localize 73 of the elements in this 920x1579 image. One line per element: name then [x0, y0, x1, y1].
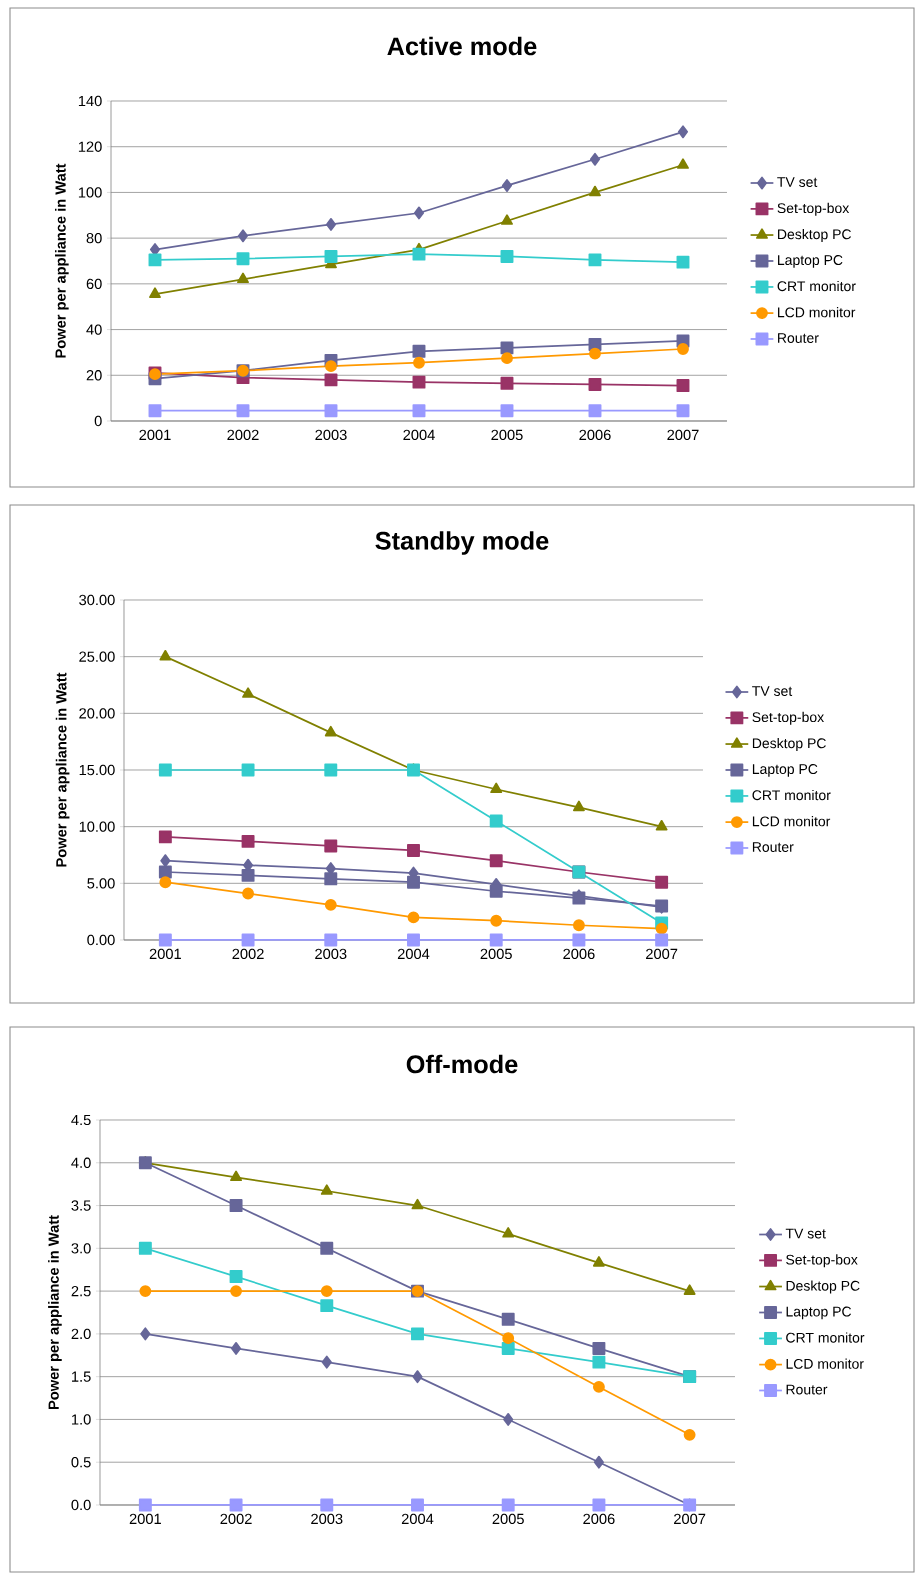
x-tick-label: 2001 [139, 429, 171, 441]
legend-label: Laptop PC [778, 255, 843, 268]
legend-label: LCD monitor [752, 816, 831, 827]
x-tick-label: 2007 [646, 948, 678, 960]
x-tick-label: 2007 [667, 429, 699, 441]
legend-label: Router [786, 1384, 828, 1395]
x-tick-label: 2002 [232, 948, 264, 960]
x-tick-label: 2004 [397, 948, 430, 960]
legend-label: Desktop PC [752, 737, 826, 752]
y-tick-label: 1.5 [72, 1371, 91, 1382]
y-tick-label: 5.00 [87, 878, 115, 889]
y-axis-title: Power per appliance in Watt [55, 163, 69, 358]
legend-label: Desktop PC [786, 1280, 860, 1294]
x-tick-label: 2006 [579, 429, 611, 441]
y-tick-label: 2.5 [71, 1285, 91, 1297]
y-tick-label: 15.00 [79, 764, 115, 776]
y-tick-label: 25.00 [79, 651, 115, 662]
legend-label: TV set [777, 177, 818, 187]
y-tick-label: 0.0 [71, 1499, 91, 1511]
legend-label: TV set [785, 1228, 826, 1239]
legend-label: Router [778, 333, 819, 343]
y-tick-label: 120 [78, 141, 102, 152]
y-tick-label: 1.0 [72, 1414, 91, 1425]
chart-title: Off-mode [406, 1054, 518, 1074]
x-tick-label: 2007 [674, 1513, 706, 1525]
x-tick-label: 2005 [492, 1513, 524, 1525]
y-axis-title: Power per appliance in Watt [55, 672, 70, 867]
y-tick-label: 0.5 [71, 1457, 91, 1468]
y-tick-label: 140 [78, 95, 102, 107]
x-tick-label: 2006 [583, 1513, 615, 1525]
x-tick-label: 2005 [491, 429, 523, 441]
y-tick-label: 3.5 [71, 1200, 91, 1211]
y-tick-label: 4.5 [71, 1114, 91, 1126]
y-tick-label: 20.00 [79, 708, 115, 719]
y-tick-label: 0 [94, 415, 102, 427]
x-tick-label: 2001 [149, 948, 181, 960]
legend-label: CRT monitor [786, 1332, 865, 1343]
y-tick-label: 100 [78, 187, 102, 198]
y-tick-label: 0.00 [87, 934, 115, 946]
x-tick-label: 2002 [220, 1513, 252, 1525]
y-axis-title: Power per appliance in Watt [48, 1215, 62, 1410]
y-tick-label: 4.0 [71, 1157, 91, 1168]
legend-label: LCD monitor [786, 1358, 864, 1369]
legend-label: Router [752, 842, 794, 852]
y-tick-label: 30.00 [79, 594, 115, 606]
x-tick-label: 2004 [403, 429, 435, 441]
legend-label: Set-top-box [777, 202, 850, 216]
legend-label: CRT monitor [777, 280, 856, 292]
y-tick-label: 80 [86, 232, 102, 244]
legend-label: Desktop PC [778, 228, 852, 243]
y-tick-label: 3.0 [71, 1243, 91, 1254]
legend-label: Set-top-box [752, 711, 824, 725]
y-tick-label: 20 [86, 370, 102, 381]
legend-label: Set-top-box [786, 1254, 858, 1268]
legend-label: Laptop PC [752, 764, 818, 777]
legend-label: TV set [752, 686, 793, 696]
x-tick-label: 2001 [129, 1513, 161, 1525]
chart-title: Standby mode [375, 531, 549, 555]
x-tick-label: 2003 [315, 948, 347, 960]
y-tick-label: 2.0 [71, 1328, 91, 1340]
y-tick-label: 40 [86, 324, 102, 335]
x-tick-label: 2002 [227, 429, 259, 441]
legend-label: CRT monitor [752, 789, 831, 801]
x-tick-label: 2005 [480, 948, 512, 960]
x-tick-label: 2004 [401, 1513, 434, 1525]
legend-label: LCD monitor [778, 307, 856, 318]
y-tick-label: 60 [86, 278, 102, 290]
legend-label: Laptop PC [786, 1306, 852, 1320]
y-tick-label: 10.00 [79, 821, 115, 832]
x-tick-label: 2006 [563, 948, 595, 960]
chart-title: Active mode [387, 36, 537, 56]
x-tick-label: 2003 [311, 1513, 343, 1525]
x-tick-label: 2003 [315, 429, 347, 441]
